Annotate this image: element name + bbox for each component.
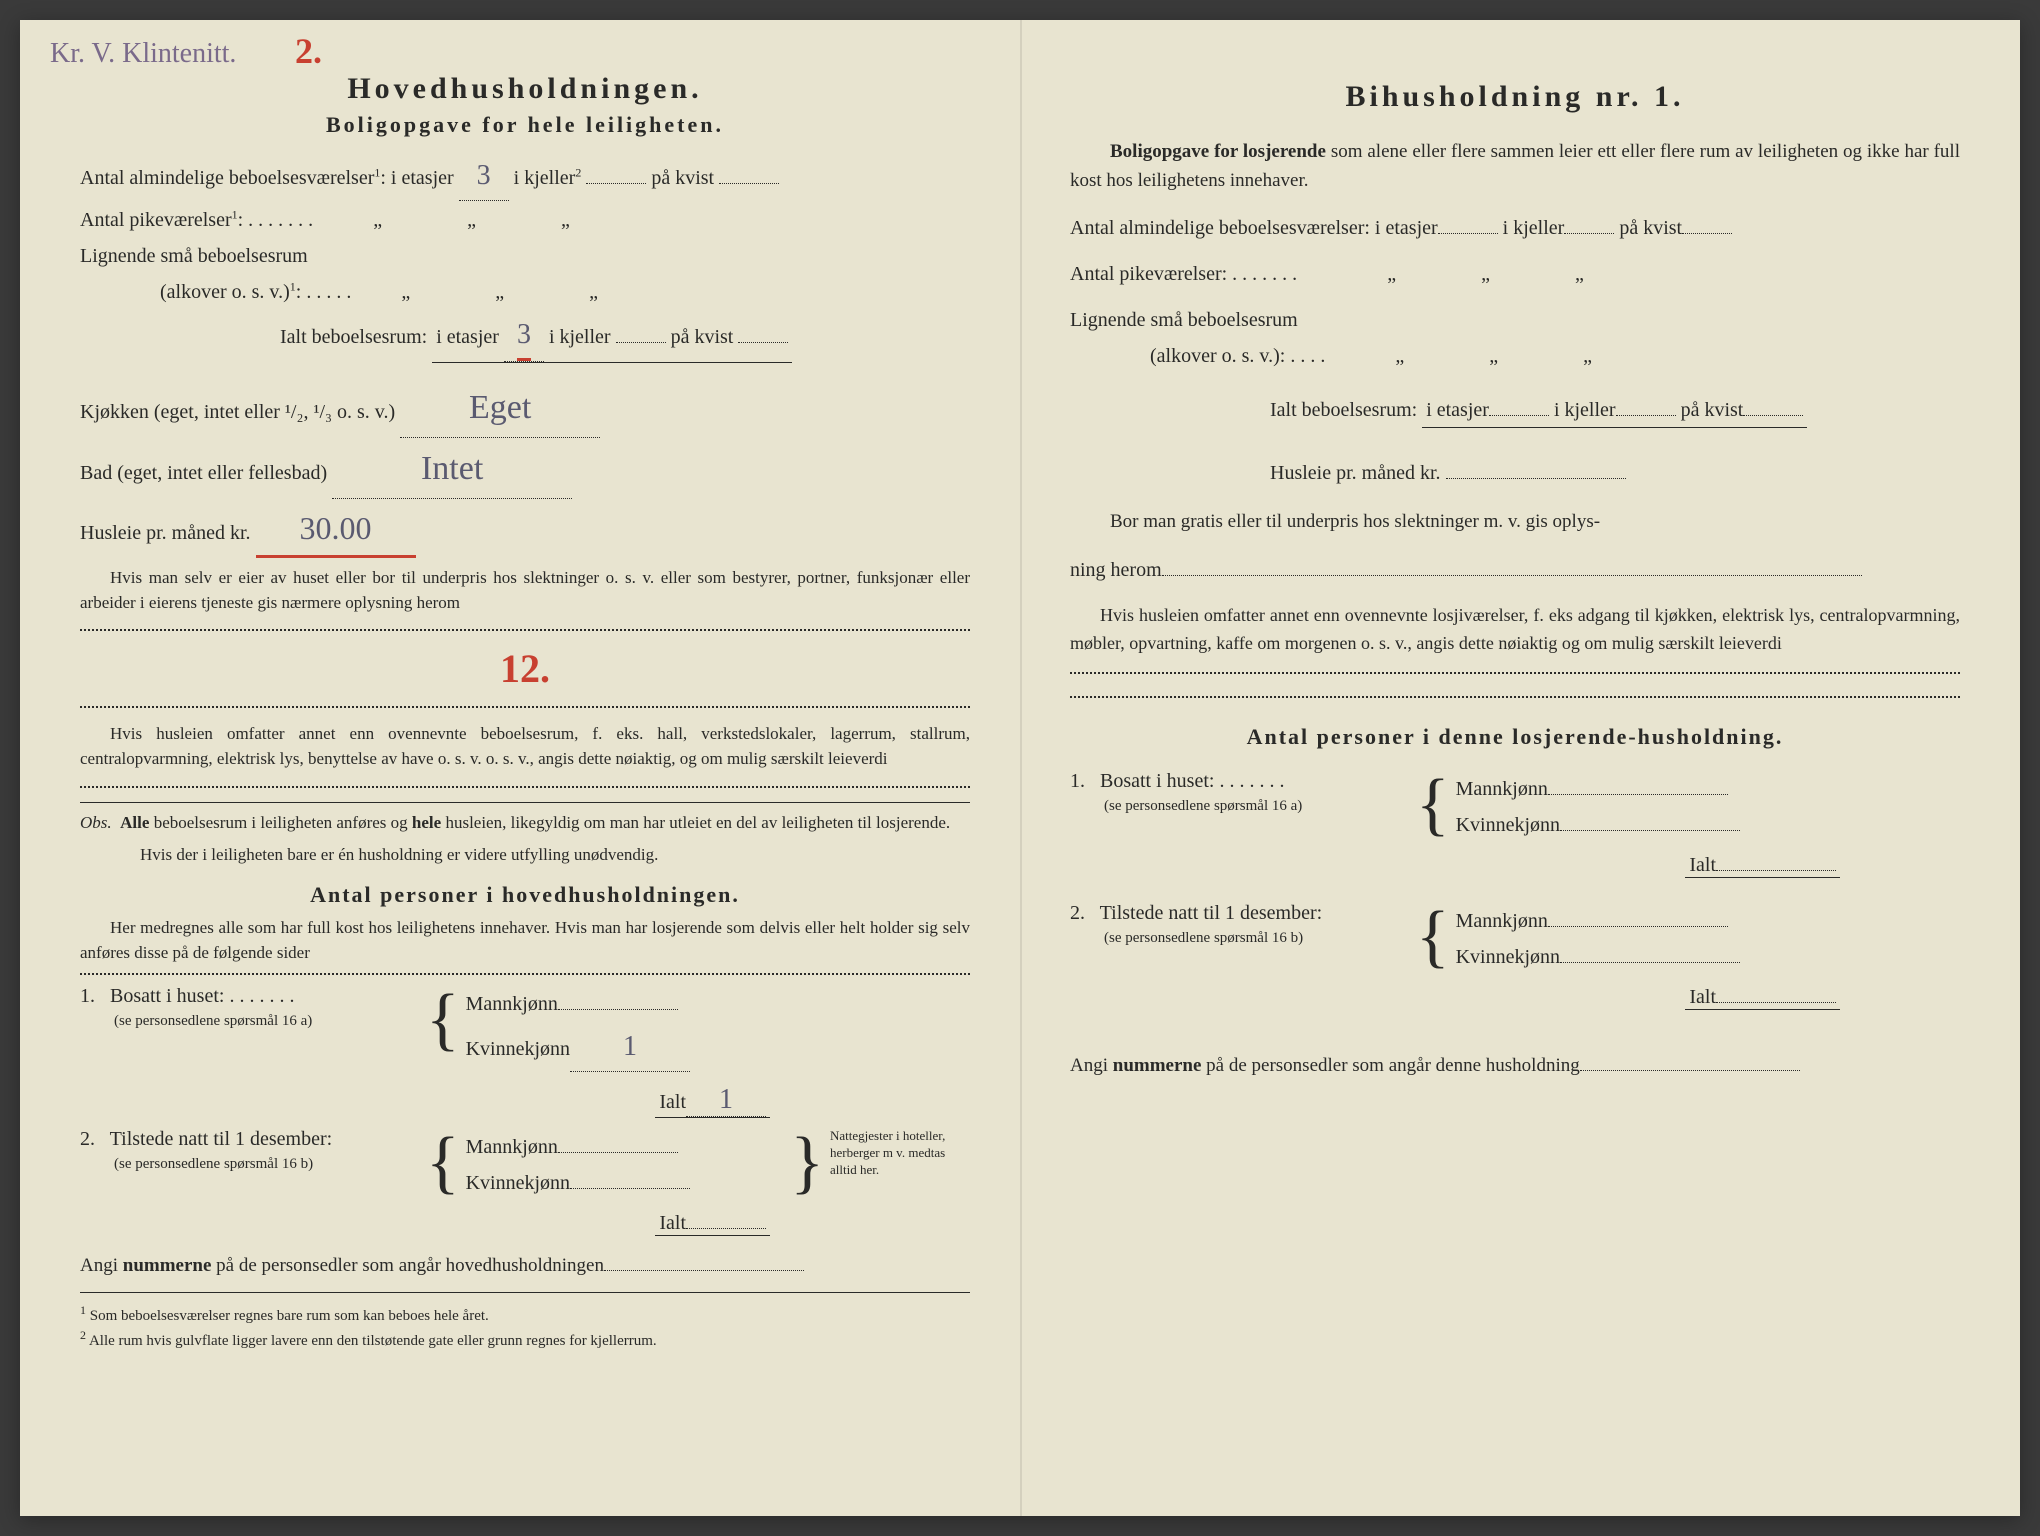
form-row-total: Ialt beboelsesrum: i etasjer i kjeller p… xyxy=(1070,393,1960,428)
form-row: Antal pikeværelser1: . . . . . . . „ „ „ xyxy=(80,203,970,237)
form-row: Bad (eget, intet eller fellesbad) Intet xyxy=(80,440,970,499)
page-subtitle: Boligopgave for hele leiligheten. xyxy=(80,112,970,138)
handwritten-annotation: Kr. V. Klintenitt. xyxy=(50,38,236,70)
note-text: Bor man gratis eller til underpris hos s… xyxy=(1070,508,1960,537)
form-row: Lignende små beboelsesrum xyxy=(1070,303,1960,337)
form-row: Lignende små beboelsesrum xyxy=(80,239,970,273)
rule xyxy=(1070,672,1960,674)
note-text: Hvis man selv er eier av huset eller bor… xyxy=(80,566,970,615)
side-note: Nattegjester i hoteller, herberger m v. … xyxy=(830,1128,970,1179)
person-row: 2. Tilstede natt til 1 desember: (se per… xyxy=(1070,902,1960,976)
form-row-sub: (alkover o. s. v.)1: . . . . . „ „ „ xyxy=(80,275,970,309)
document-spread: Kr. V. Klintenitt. 2. Hovedhusholdningen… xyxy=(20,20,2020,1516)
left-page: Kr. V. Klintenitt. 2. Hovedhusholdningen… xyxy=(20,20,1020,1516)
brace-icon: { xyxy=(1416,902,1450,972)
page-title: Bihusholdning nr. 1. xyxy=(1070,80,1960,114)
total-row: Ialt xyxy=(1070,986,1960,1010)
rule xyxy=(80,706,970,708)
form-row: Antal almindelige beboelsesværelser: i e… xyxy=(1070,211,1960,245)
form-row: Antal almindelige beboelsesværelser1: i … xyxy=(80,152,970,201)
rule xyxy=(80,1292,970,1293)
form-row-total: Ialt beboelsesrum: i etasjer 3 i kjeller… xyxy=(80,311,970,364)
form-row: Husleie pr. måned kr. 30.00 xyxy=(80,501,970,558)
footnote: 2 Alle rum hvis gulvflate ligger lavere … xyxy=(80,1328,970,1350)
form-row: Antal pikeværelser: . . . . . . . „ „ „ xyxy=(1070,257,1960,291)
obs-note: Hvis der i leiligheten bare er én hushol… xyxy=(80,843,970,868)
section-intro: Her medregnes alle som har full kost hos… xyxy=(80,916,970,965)
form-row: Kjøkken (eget, intet eller ¹/₂, ¹/₃ o. s… xyxy=(80,379,970,438)
page-title: Hovedhusholdningen. xyxy=(80,72,970,106)
brace-icon: { xyxy=(426,1128,460,1198)
red-number: 2. xyxy=(295,30,322,72)
brace-icon: } xyxy=(790,1128,824,1198)
rule xyxy=(80,786,970,788)
section-title: Antal personer i hovedhusholdningen. xyxy=(80,882,970,908)
rule xyxy=(1070,696,1960,698)
total-row: Ialt xyxy=(1070,854,1960,878)
intro-text: Boligopgave for losjerende som alene ell… xyxy=(1070,138,1960,195)
person-row: 1. Bosatt i huset: . . . . . . . (se per… xyxy=(80,985,970,1074)
form-row: Husleie pr. måned kr. xyxy=(1070,456,1960,490)
person-row: 2. Tilstede natt til 1 desember: (se per… xyxy=(80,1128,970,1202)
total-row: Ialt1 xyxy=(80,1084,970,1118)
note-text: Hvis husleien omfatter annet enn ovennev… xyxy=(80,722,970,771)
rule xyxy=(80,802,970,803)
red-handwritten: 12. xyxy=(80,645,970,692)
form-row: Angi nummerne på de personsedler som ang… xyxy=(1070,1050,1960,1082)
form-row: Angi nummerne på de personsedler som ang… xyxy=(80,1250,970,1282)
rule xyxy=(80,629,970,631)
form-row-sub: (alkover o. s. v.): . . . . „ „ „ xyxy=(1070,339,1960,373)
section-title: Antal personer i denne losjerende-hushol… xyxy=(1070,724,1960,750)
person-row: 1. Bosatt i huset: . . . . . . . (se per… xyxy=(1070,770,1960,844)
brace-icon: { xyxy=(1416,770,1450,840)
right-page: Bihusholdning nr. 1. Boligopgave for los… xyxy=(1020,20,2020,1516)
footnote: 1 Som beboelsesværelser regnes bare rum … xyxy=(80,1303,970,1325)
obs-note: Obs. Alle beboelsesrum i leiligheten anf… xyxy=(80,811,970,836)
total-row: Ialt xyxy=(80,1212,970,1236)
brace-icon: { xyxy=(426,985,460,1055)
rule xyxy=(80,973,970,975)
note-text: Hvis husleien omfatter annet enn ovennev… xyxy=(1070,601,1960,659)
